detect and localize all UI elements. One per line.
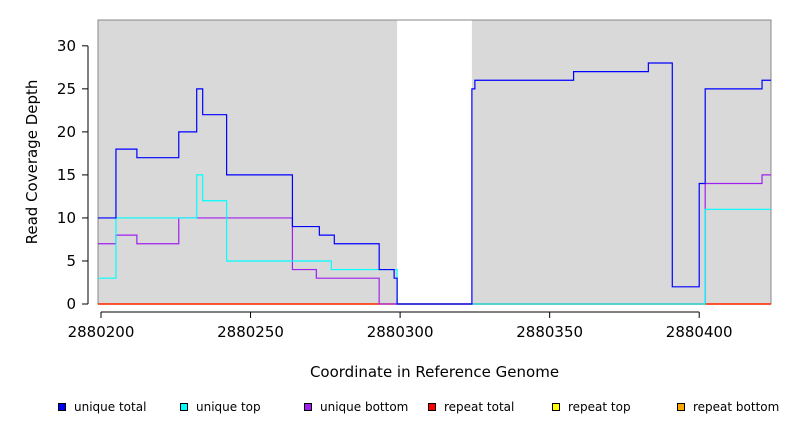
legend-label: repeat total — [444, 400, 515, 414]
legend-item: unique top — [180, 400, 261, 414]
x-tick-label: 2880200 — [68, 323, 135, 341]
x-tick-label: 2880250 — [217, 323, 284, 341]
legend-label: unique bottom — [320, 400, 409, 414]
y-axis-label: Read Coverage Depth — [23, 80, 41, 245]
legend-swatch — [58, 403, 66, 411]
legend-swatch — [677, 403, 685, 411]
series-line-unique-bottom — [98, 174, 771, 305]
legend-item: repeat top — [552, 400, 631, 414]
series-lines — [98, 62, 771, 305]
legend: unique total unique top unique bottom repea… — [0, 400, 792, 420]
y-tick-label: 10 — [57, 209, 76, 227]
legend-label: repeat top — [568, 400, 631, 414]
legend-item: unique bottom — [304, 400, 408, 414]
x-axis: 2880200 2880250 2880300 2880350 2880400 — [68, 311, 733, 341]
legend-swatch — [304, 403, 312, 411]
legend-swatch — [552, 403, 560, 411]
shaded-region — [98, 20, 398, 304]
legend-swatch — [180, 403, 188, 411]
x-axis-label: Coordinate in Reference Genome — [310, 363, 559, 381]
shaded-region — [471, 20, 771, 304]
legend-item: unique total — [58, 400, 146, 414]
y-tick-label: 5 — [66, 252, 76, 270]
series-line-unique-top — [98, 174, 771, 305]
series-line-unique-total — [98, 62, 771, 305]
x-tick-label: 2880350 — [516, 323, 583, 341]
legend-item: repeat total — [428, 400, 514, 414]
y-tick-label: 0 — [66, 295, 76, 313]
y-tick-label: 20 — [57, 123, 76, 141]
y-axis: 0 5 10 15 20 25 30 — [57, 37, 89, 313]
y-tick-label: 15 — [57, 166, 76, 184]
legend-label: repeat bottom — [693, 400, 780, 414]
legend-label: unique top — [196, 400, 261, 414]
legend-label: unique total — [74, 400, 147, 414]
y-tick-label: 30 — [57, 37, 76, 55]
x-tick-label: 2880300 — [367, 323, 434, 341]
shaded-regions — [98, 20, 771, 304]
legend-item: repeat bottom — [677, 400, 779, 414]
legend-swatch — [428, 403, 436, 411]
y-tick-label: 25 — [57, 80, 76, 98]
x-tick-label: 2880400 — [666, 323, 733, 341]
